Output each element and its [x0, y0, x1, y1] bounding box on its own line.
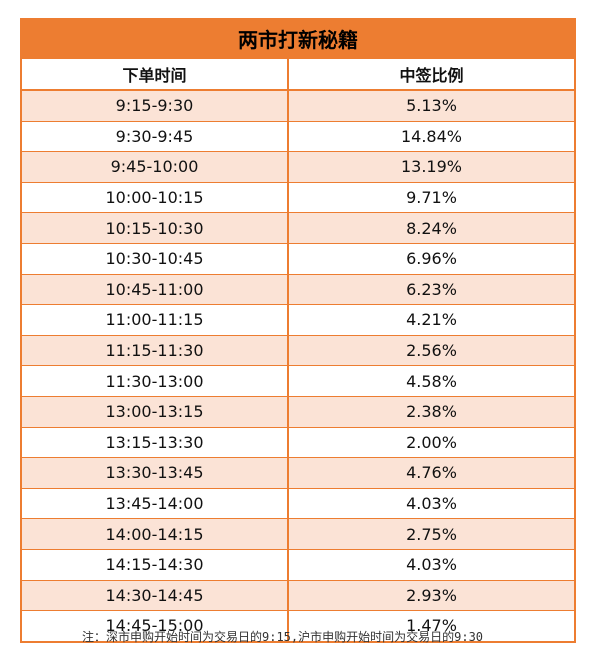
header-row: 下单时间 中签比例	[22, 59, 574, 91]
table-title: 两市打新秘籍	[22, 20, 574, 59]
ratio-cell: 2.56%	[288, 335, 574, 367]
table-row: 11:00-11:15 4.21%	[22, 304, 574, 336]
time-cell: 9:30-9:45	[22, 121, 289, 153]
ratio-cell: 13.19%	[288, 151, 574, 183]
time-cell: 14:30-14:45	[22, 580, 289, 612]
ratio-cell: 2.93%	[288, 580, 574, 612]
time-cell: 11:30-13:00	[22, 365, 289, 397]
table-row: 14:15-14:30 4.03%	[22, 549, 574, 581]
ratio-cell: 8.24%	[288, 212, 574, 244]
ratio-cell: 4.21%	[288, 304, 574, 336]
table-row: 13:15-13:30 2.00%	[22, 427, 574, 459]
table-row: 13:00-13:15 2.38%	[22, 396, 574, 428]
ratio-cell: 4.03%	[288, 549, 574, 581]
time-cell: 14:15-14:30	[22, 549, 289, 581]
table-row: 10:00-10:15 9.71%	[22, 182, 574, 214]
table-row: 9:45-10:00 13.19%	[22, 151, 574, 183]
ratio-cell: 6.96%	[288, 243, 574, 275]
table-row: 14:30-14:45 2.93%	[22, 580, 574, 612]
column-header-ratio: 中签比例	[288, 59, 574, 91]
table-row: 10:15-10:30 8.24%	[22, 212, 574, 244]
time-cell: 13:00-13:15	[22, 396, 289, 428]
ratio-cell: 4.03%	[288, 488, 574, 520]
table-row: 9:15-9:30 5.13%	[22, 90, 574, 122]
ratio-cell: 6.23%	[288, 274, 574, 306]
time-cell: 14:45-15:00	[22, 610, 289, 641]
time-cell: 9:45-10:00	[22, 151, 289, 183]
ratio-cell: 2.00%	[288, 427, 574, 459]
column-header-time: 下单时间	[22, 59, 289, 91]
time-cell: 11:15-11:30	[22, 335, 289, 367]
table-row: 13:30-13:45 4.76%	[22, 457, 574, 489]
allotment-table-sheet: 两市打新秘籍 下单时间 中签比例 9:15-9:30 5.13% 9:30-9:45…	[20, 18, 576, 643]
time-cell: 13:15-13:30	[22, 427, 289, 459]
time-cell: 13:30-13:45	[22, 457, 289, 489]
table-row: 10:45-11:00 6.23%	[22, 274, 574, 306]
ratio-cell: 4.76%	[288, 457, 574, 489]
table-row: 13:45-14:00 4.03%	[22, 488, 574, 520]
ratio-cell: 4.58%	[288, 365, 574, 397]
ratio-cell: 2.75%	[288, 518, 574, 550]
time-cell: 14:00-14:15	[22, 518, 289, 550]
table-row: 9:30-9:45 14.84%	[22, 121, 574, 153]
ratio-cell: 1.47%	[288, 610, 574, 641]
time-cell: 10:45-11:00	[22, 274, 289, 306]
table-row: 11:15-11:30 2.56%	[22, 335, 574, 367]
ratio-cell: 5.13%	[288, 90, 574, 122]
ratio-cell: 2.38%	[288, 396, 574, 428]
time-cell: 10:00-10:15	[22, 182, 289, 214]
allotment-table: 下单时间 中签比例 9:15-9:30 5.13% 9:30-9:45 14.84% 9…	[22, 59, 574, 641]
ratio-cell: 14.84%	[288, 121, 574, 153]
table-row: 14:00-14:15 2.75%	[22, 518, 574, 550]
time-cell: 10:30-10:45	[22, 243, 289, 275]
footnote: 注：深市申购开始时间为交易日的9:15,沪市申购开始时间为交易日的9:30	[82, 630, 484, 644]
time-cell: 13:45-14:00	[22, 488, 289, 520]
table-row: 10:30-10:45 6.96%	[22, 243, 574, 275]
ratio-cell: 9.71%	[288, 182, 574, 214]
time-cell: 11:00-11:15	[22, 304, 289, 336]
table-row: 11:30-13:00 4.58%	[22, 365, 574, 397]
time-cell: 10:15-10:30	[22, 212, 289, 244]
time-cell: 9:15-9:30	[22, 90, 289, 122]
table-row: 14:45-15:00 1.47%	[22, 610, 574, 641]
